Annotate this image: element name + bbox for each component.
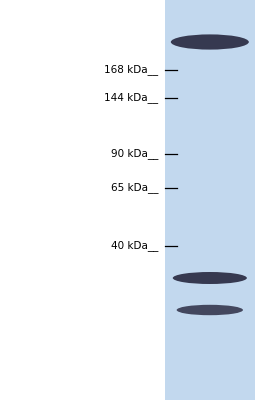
Text: 144 kDa__: 144 kDa__ bbox=[105, 92, 159, 104]
Ellipse shape bbox=[173, 272, 247, 284]
Ellipse shape bbox=[177, 305, 243, 315]
Text: 65 kDa__: 65 kDa__ bbox=[111, 182, 159, 194]
Text: 90 kDa__: 90 kDa__ bbox=[111, 148, 159, 160]
Text: 168 kDa__: 168 kDa__ bbox=[105, 64, 159, 76]
Ellipse shape bbox=[171, 34, 249, 50]
FancyBboxPatch shape bbox=[165, 0, 255, 400]
Text: 40 kDa__: 40 kDa__ bbox=[111, 240, 159, 252]
